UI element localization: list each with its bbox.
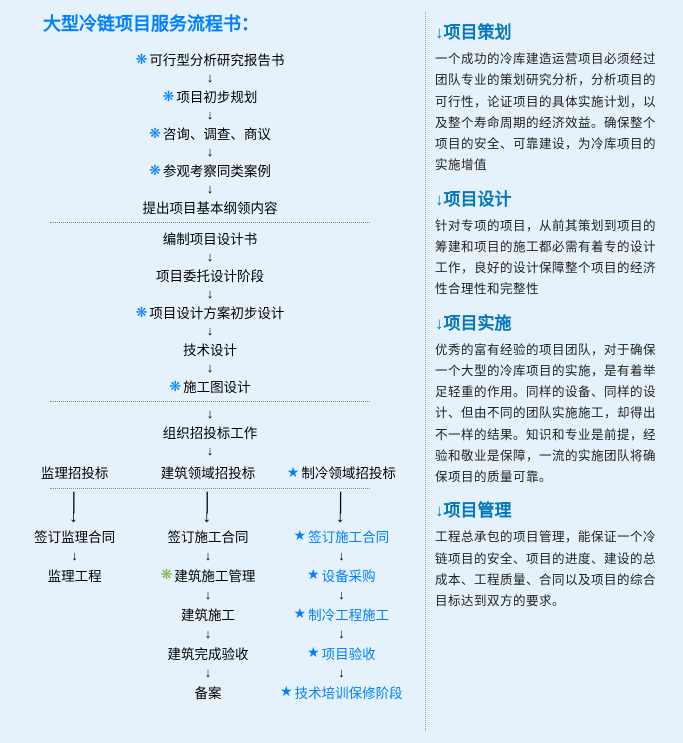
col-node: 备案 bbox=[194, 682, 221, 702]
star-icon: ★ bbox=[307, 566, 320, 583]
arrow-down-icon: │↓ bbox=[336, 495, 347, 524]
col-node: 建筑完成验收 bbox=[167, 643, 248, 663]
section-text: 优秀的富有经验的项目团队，对于确保一个大型的冷库项目的实施，是有着举足轻重的作用… bbox=[435, 340, 668, 489]
flow-node: ❋可行型分析研究报告书 bbox=[136, 49, 285, 69]
flow-node: 项目委托设计阶段 bbox=[156, 265, 264, 285]
col-header-mid: 建筑领域招投标 bbox=[161, 462, 256, 482]
arrow-down-icon: ↓ bbox=[205, 627, 212, 640]
arrow-down-icon: ↓ bbox=[207, 287, 214, 300]
section-title: ↓项目实施 bbox=[435, 309, 668, 334]
arrow-down-icon: ↓ bbox=[207, 108, 214, 121]
flow-node: ❋项目设计方案初步设计 bbox=[136, 302, 285, 322]
col-header-right: ★制冷领域招投标 bbox=[287, 462, 396, 482]
bid-label: 组织招投标工作 bbox=[163, 422, 258, 442]
col-node: 建筑施工 bbox=[181, 604, 235, 624]
col-mid: │↓签订施工合同 ↓ ❋建筑施工管理 ↓ 建筑施工 ↓ 建筑完成验收 ↓ 备案 bbox=[141, 495, 274, 704]
arrow-down-icon: ↓ bbox=[205, 588, 212, 601]
flow-node: ❋项目初步规划 bbox=[163, 86, 258, 106]
arrow-down-icon: ↓ bbox=[207, 361, 214, 374]
section-title: ↓项目策划 bbox=[435, 18, 668, 43]
arrow-down-icon: ↓ bbox=[338, 588, 345, 601]
flow-node: 编制项目设计书 bbox=[163, 228, 258, 248]
section-text: 针对专项的项目，从前其策划到项目的筹建和项目的施工都必需有着专的设计工作，良好的… bbox=[435, 216, 668, 301]
arrow-down-icon: │↓ bbox=[69, 495, 80, 524]
flow-node: ❋施工图设计 bbox=[169, 376, 250, 396]
bullet-icon: ❋ bbox=[136, 304, 148, 321]
col-node: 签订施工合同 bbox=[167, 526, 248, 546]
col-node: 监理工程 bbox=[48, 565, 102, 585]
main-container: 大型冷链项目服务流程书： ❋可行型分析研究报告书 ↓ ❋项目初步规划 ↓ ❋咨询、调查、… bbox=[0, 0, 683, 714]
bullet-green-icon: ❋ bbox=[161, 566, 173, 583]
star-icon: ★ bbox=[294, 527, 307, 544]
main-title: 大型冷链项目服务流程书： bbox=[8, 10, 412, 36]
flow-node: 提出项目基本纲领内容 bbox=[143, 197, 278, 217]
star-icon: ★ bbox=[280, 683, 293, 700]
col-node: ★技术培训保修阶段 bbox=[280, 682, 403, 702]
arrow-down-icon: ↓ bbox=[207, 407, 214, 420]
divider-dotted bbox=[50, 222, 370, 223]
arrow-down-icon: ↓ bbox=[205, 549, 212, 562]
arrow-down-icon: │↓ bbox=[202, 495, 213, 524]
three-column-body: │↓签订监理合同↓监理工程 │↓签订施工合同↓❋建筑施工管理↓建筑施工↓建筑完成… bbox=[8, 495, 408, 704]
col-node: ★签订施工合同 bbox=[294, 526, 390, 546]
divider-dotted bbox=[50, 401, 370, 402]
arrow-down-icon: ↓ bbox=[207, 182, 214, 195]
bullet-icon: ❋ bbox=[169, 378, 181, 395]
flow-node: ❋参观考察同类案例 bbox=[149, 160, 271, 180]
arrow-down-icon: ↓ bbox=[338, 627, 345, 640]
text-panel: ↓项目策划一个成功的冷库建造运营项目必须经过团队专业的策划研究分析，分析项目的可… bbox=[420, 0, 683, 714]
col-left: │↓签订监理合同 ↓ 监理工程 bbox=[8, 495, 141, 704]
arrow-down-icon: ↓ bbox=[207, 145, 214, 158]
col-node: ❋建筑施工管理 bbox=[161, 565, 256, 585]
arrow-down-icon: ↓ bbox=[338, 549, 345, 562]
arrow-down-icon: ↓ bbox=[207, 444, 214, 457]
bullet-icon: ❋ bbox=[149, 162, 161, 179]
bullet-icon: ❋ bbox=[136, 51, 148, 68]
arrow-down-icon: ↓ bbox=[205, 666, 212, 679]
col-node: ★设备采购 bbox=[307, 565, 376, 585]
vertical-divider bbox=[425, 12, 426, 731]
arrow-down-icon: ↓ bbox=[71, 549, 78, 562]
bullet-icon: ❋ bbox=[149, 125, 161, 142]
col-node: ★制冷工程施工 bbox=[294, 604, 390, 624]
section-text: 一个成功的冷库建造运营项目必须经过团队专业的策划研究分析，分析项目的可行性，论证… bbox=[435, 49, 668, 177]
col-right: │↓★签订施工合同 ↓ ★设备采购 ↓ ★制冷工程施工 ↓ ★项目验收 ↓ ★技术培训保修阶段 bbox=[275, 495, 408, 704]
flow-mid-section: 编制项目设计书 ↓ 项目委托设计阶段 ↓ ❋项目设计方案初步设计 ↓ 技术设计 ↓ ❋施工图设计 bbox=[8, 227, 412, 397]
star-icon: ★ bbox=[287, 464, 300, 481]
col-header-left: 监理招投标 bbox=[41, 462, 109, 482]
flow-node: 技术设计 bbox=[183, 339, 237, 359]
flowchart-panel: 大型冷链项目服务流程书： ❋可行型分析研究报告书 ↓ ❋项目初步规划 ↓ ❋咨询、调查、… bbox=[0, 0, 420, 714]
star-icon: ★ bbox=[294, 605, 307, 622]
section-title: ↓项目设计 bbox=[435, 185, 668, 210]
section-text: 工程总承包的项目管理，能保证一个冷链项目的安全、项目的进度、建设的总成本、工程质… bbox=[435, 527, 668, 612]
flow-top-section: ❋可行型分析研究报告书 ↓ ❋项目初步规划 ↓ ❋咨询、调查、商议 ↓ ❋参观考察同类案例 ↓… bbox=[8, 48, 412, 218]
arrow-down-icon: ↓ bbox=[207, 71, 214, 84]
col-node: ★项目验收 bbox=[307, 643, 376, 663]
arrow-down-icon: ↓ bbox=[338, 666, 345, 679]
divider-dotted bbox=[50, 488, 370, 489]
flow-node: ❋咨询、调查、商议 bbox=[149, 123, 271, 143]
three-column-headers: 监理招投标 建筑领域招投标 ★制冷领域招投标 bbox=[8, 460, 408, 484]
bullet-icon: ❋ bbox=[163, 88, 175, 105]
arrow-down-icon: ↓ bbox=[207, 324, 214, 337]
star-icon: ★ bbox=[307, 644, 320, 661]
arrow-down-icon: ↓ bbox=[207, 250, 214, 263]
col-node: 签订监理合同 bbox=[34, 526, 115, 546]
section-title: ↓项目管理 bbox=[435, 496, 668, 521]
